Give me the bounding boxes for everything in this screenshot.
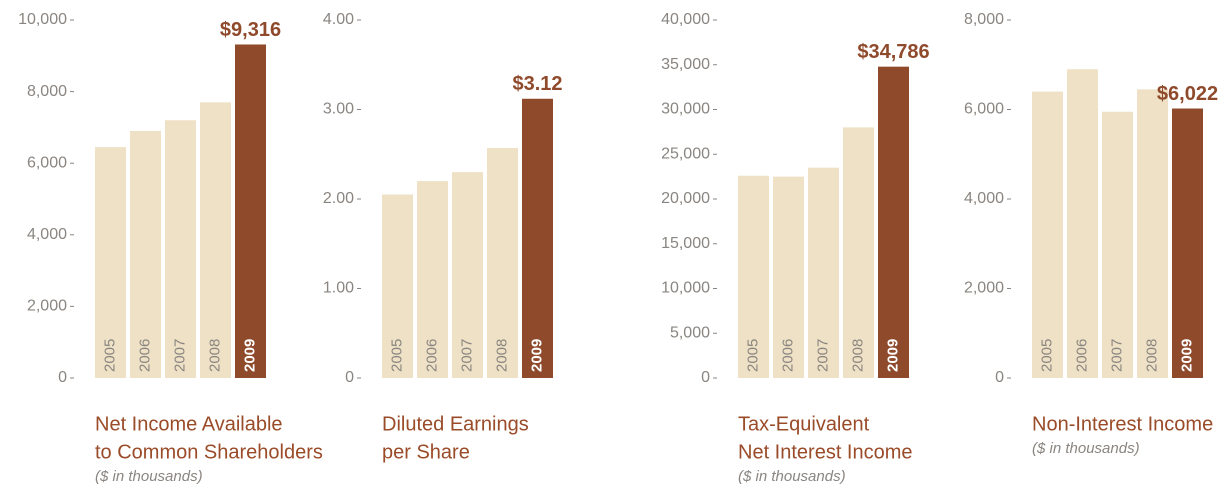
year-label: 2006 [779, 339, 796, 372]
value-label: $9,316 [220, 19, 281, 41]
y-tick-label: 5,000 [670, 324, 710, 341]
y-tick-label: 0 [58, 369, 67, 386]
value-label: $34,786 [857, 41, 929, 63]
bar [522, 98, 553, 378]
y-tick-label: 4,000 [964, 190, 1004, 207]
bar [1032, 91, 1063, 378]
bar [452, 172, 483, 378]
bar [200, 102, 231, 378]
year-label: 2005 [101, 339, 118, 372]
value-label: $6,022 [1157, 83, 1218, 105]
y-tick-label: 20,000 [661, 190, 710, 207]
y-tick-label: 25,000 [661, 145, 710, 162]
year-label: 2008 [1143, 339, 1160, 372]
year-label: 2005 [1038, 339, 1055, 372]
chart-title: Net Income Available [95, 413, 283, 435]
chart-title: Non-Interest Income [1032, 413, 1213, 435]
year-label: 2005 [388, 339, 405, 372]
bar [1102, 111, 1133, 379]
year-label: 2009 [1178, 339, 1195, 372]
year-label: 2007 [1108, 339, 1125, 372]
bar [808, 167, 839, 378]
bar [1172, 108, 1203, 378]
bar [738, 175, 769, 378]
y-tick-label: 2.00 [323, 190, 354, 207]
year-label: 2006 [1073, 339, 1090, 372]
y-tick-label: 3.00 [323, 101, 354, 118]
year-label: 2008 [849, 339, 866, 372]
bar [1137, 89, 1168, 379]
y-tick-label: 8,000 [964, 11, 1004, 28]
chart-subtitle: ($ in thousands) [95, 468, 203, 485]
y-tick-label: 2,000 [964, 280, 1004, 297]
y-tick-label: 4,000 [27, 226, 67, 243]
value-label: $3.12 [512, 73, 562, 95]
y-tick-label: 30,000 [661, 101, 710, 118]
y-tick-label: 1.00 [323, 280, 354, 297]
chart-title: Diluted Earnings [382, 413, 529, 435]
year-label: 2008 [493, 339, 510, 372]
chart-subtitle: ($ in thousands) [1032, 440, 1140, 457]
y-tick-label: 10,000 [661, 280, 710, 297]
y-tick-label: 8,000 [27, 83, 67, 100]
year-label: 2006 [423, 339, 440, 372]
y-tick-label: 40,000 [661, 11, 710, 28]
y-tick-label: 0 [701, 369, 710, 386]
chart-title: Net Interest Income [738, 441, 913, 463]
bar [843, 127, 874, 379]
bar [382, 194, 413, 378]
chart-subtitle: ($ in thousands) [738, 468, 846, 485]
bar [95, 147, 126, 378]
bar [235, 44, 266, 378]
y-tick-label: 6,000 [964, 101, 1004, 118]
bar [487, 147, 518, 378]
year-label: 2009 [884, 339, 901, 372]
year-label: 2009 [528, 339, 545, 372]
y-tick-label: 0 [345, 369, 354, 386]
year-label: 2005 [744, 339, 761, 372]
bar [165, 120, 196, 379]
year-label: 2006 [136, 339, 153, 372]
y-tick-label: 4.00 [323, 11, 354, 28]
bar [878, 66, 909, 379]
year-label: 2007 [814, 339, 831, 372]
bar [130, 130, 161, 378]
year-label: 2007 [458, 339, 475, 372]
year-label: 2009 [241, 339, 258, 372]
year-label: 2008 [206, 339, 223, 372]
y-tick-label: 6,000 [27, 154, 67, 171]
bar [773, 176, 804, 378]
y-tick-label: 0 [995, 369, 1004, 386]
year-label: 2007 [171, 339, 188, 372]
chart-title: Tax-Equivalent [738, 413, 870, 435]
chart-title: to Common Shareholders [95, 441, 323, 463]
bar [417, 181, 448, 378]
y-tick-label: 35,000 [661, 56, 710, 73]
bar [1067, 69, 1098, 378]
y-tick-label: 2,000 [27, 298, 67, 315]
y-tick-label: 15,000 [661, 235, 710, 252]
chart-title: per Share [382, 441, 470, 463]
y-tick-label: 10,000 [18, 11, 67, 28]
